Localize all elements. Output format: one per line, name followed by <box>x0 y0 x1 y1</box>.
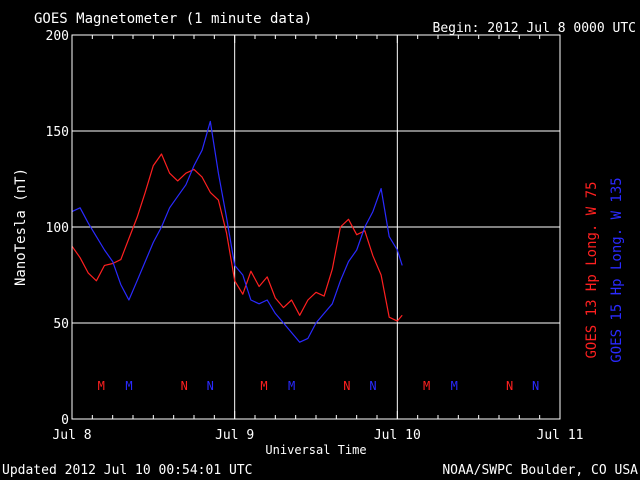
y-tick-label: 100 <box>46 221 69 236</box>
source-credit: NOAA/SWPC Boulder, CO USA <box>442 463 638 478</box>
annotation-marker: M <box>260 379 267 393</box>
y-axis-label: NanoTesla (nT) <box>13 168 29 286</box>
x-tick-label: Jul 8 <box>52 428 91 443</box>
annotation-marker: M <box>423 379 430 393</box>
annotation-marker: N <box>181 379 188 393</box>
annotation-marker: N <box>532 379 539 393</box>
x-tick-label: Jul 11 <box>537 428 584 443</box>
legend-goes13: GOES 13 Hp Long. W 75 <box>584 181 600 358</box>
y-tick-label: 200 <box>46 29 69 44</box>
annotation-marker: N <box>207 379 214 393</box>
plot-area: M M N N M M N N M M N N 0 50 100 150 200 Jul 8 Jul 9 Jul 10… <box>46 29 584 443</box>
x-tick-label: Jul 9 <box>215 428 254 443</box>
annotation-marker: M <box>451 379 458 393</box>
annotation-marker: M <box>288 379 295 393</box>
annotation-marker: N <box>369 379 376 393</box>
begin-time: Begin: 2012 Jul 8 0000 UTC <box>433 21 637 36</box>
y-tick-label: 150 <box>46 125 69 140</box>
annotation-marker: M <box>98 379 105 393</box>
y-tick-label: 0 <box>61 413 69 428</box>
y-tick-label: 50 <box>53 317 69 332</box>
series-line-goes13 <box>71 153 403 322</box>
x-tick-label: Jul 10 <box>374 428 421 443</box>
updated-timestamp: Updated 2012 Jul 10 00:54:01 UTC <box>2 463 252 478</box>
annotation-marker: M <box>125 379 132 393</box>
chart-title: GOES Magnetometer (1 minute data) <box>34 11 312 27</box>
legend-goes15: GOES 15 Hp Long. W 135 <box>609 177 625 362</box>
series-line-goes15 <box>71 120 403 343</box>
annotation-marker: N <box>506 379 513 393</box>
annotation-marker: N <box>343 379 350 393</box>
x-axis-label: Universal Time <box>265 443 366 457</box>
